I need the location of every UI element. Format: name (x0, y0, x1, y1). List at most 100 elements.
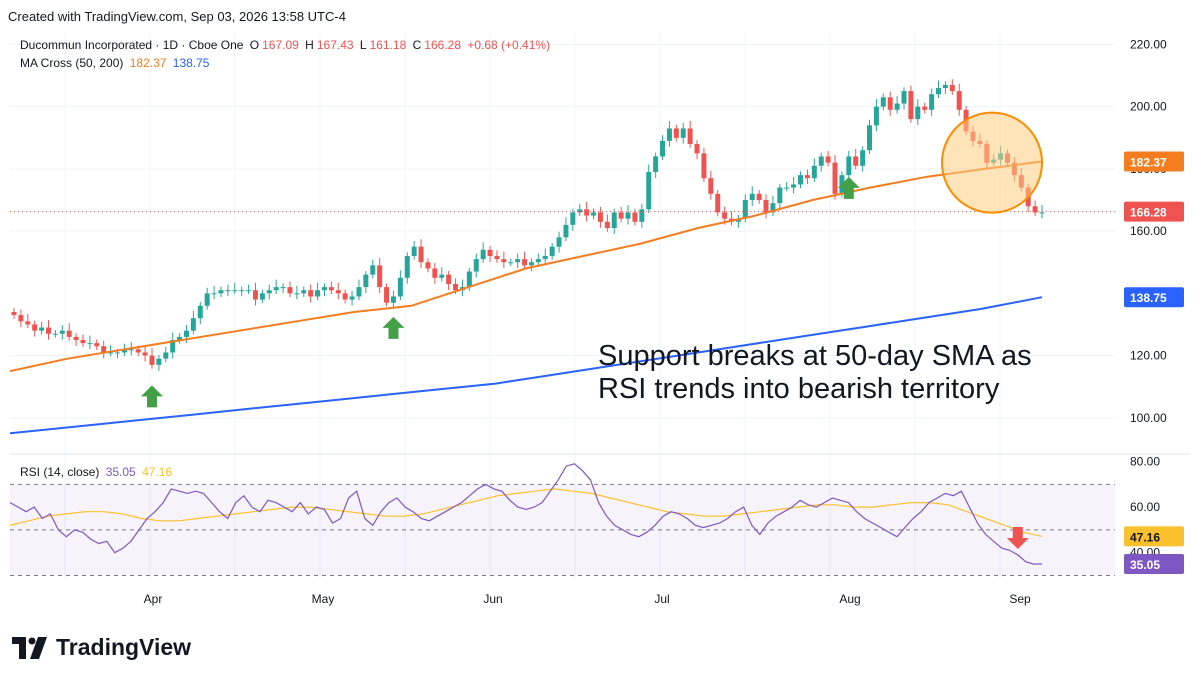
candle (522, 259, 528, 266)
candle (397, 277, 403, 297)
candle (942, 84, 948, 88)
candle (742, 200, 748, 219)
candle (218, 290, 224, 294)
candle (901, 91, 907, 104)
candle (259, 293, 265, 300)
rsi-tag-bg (1124, 553, 1184, 574)
candle (114, 352, 120, 354)
candle (770, 203, 776, 213)
candle (584, 209, 590, 216)
candle (825, 156, 831, 163)
candle (860, 150, 866, 166)
tradingview-brand: TradingView (56, 634, 192, 660)
price-chart[interactable]: 220.00200.00180.00160.00120.00100.0080.0… (10, 32, 1190, 614)
header-text: Created with TradingView.com, Sep 03, 20… (8, 9, 346, 24)
ma-legend: MA Cross (50, 200) 182.37 138.75 (20, 56, 212, 70)
candle (591, 212, 597, 216)
candle (811, 165, 817, 179)
rsi-tick-label: 60.00 (1130, 500, 1160, 514)
candle (425, 262, 431, 269)
x-tick-label: Aug (839, 592, 860, 606)
candle (108, 352, 114, 354)
candle (763, 200, 769, 213)
candle (880, 97, 886, 107)
candle (466, 271, 472, 288)
candle (632, 212, 638, 222)
candle (80, 340, 86, 344)
candle (170, 340, 176, 353)
candle (225, 290, 231, 292)
candle (556, 237, 562, 247)
candle (94, 343, 100, 347)
candle (853, 156, 859, 166)
candle (321, 287, 327, 291)
candle (301, 290, 307, 294)
candle (915, 106, 921, 120)
candle (273, 287, 279, 291)
arrow-shape (382, 316, 405, 339)
candle (549, 246, 555, 256)
candle (197, 305, 203, 319)
annotation-line-2: RSI trends into bearish territory (598, 373, 1000, 405)
rsi-ma-line (10, 488, 1043, 537)
candle (156, 358, 162, 365)
candle (922, 106, 928, 110)
candle (701, 153, 707, 179)
last-price-tag-bg (1124, 201, 1184, 222)
candle (370, 265, 376, 275)
candle (252, 290, 258, 300)
rsi-value: 35.05 (105, 465, 136, 479)
candle (528, 262, 534, 266)
candle (929, 94, 935, 110)
candle (798, 175, 804, 185)
candle (791, 184, 797, 188)
candle (411, 246, 417, 256)
candle (342, 293, 348, 300)
candle (356, 287, 362, 297)
price-axis: 220.00200.00180.00160.00120.00100.0080.0… (1130, 37, 1167, 559)
candle (873, 106, 879, 126)
candle (570, 212, 576, 225)
candle (446, 274, 452, 284)
candle (694, 144, 700, 154)
candle (59, 330, 65, 334)
candle (315, 290, 321, 297)
candle (25, 321, 31, 325)
support-arrow-icon (382, 316, 405, 339)
candle (832, 162, 838, 194)
candle (949, 84, 955, 92)
candle (128, 349, 134, 351)
candle (294, 293, 300, 295)
ma-label: MA Cross (50, 200) (20, 56, 124, 70)
x-tick-label: Sep (1009, 592, 1031, 606)
candle (936, 88, 942, 95)
candle (784, 187, 790, 189)
ma50-value: 182.37 (129, 56, 167, 70)
candle (39, 327, 45, 331)
candle (1039, 212, 1045, 214)
candle (390, 296, 396, 303)
candle (908, 91, 914, 120)
candle (439, 274, 445, 278)
candle (163, 352, 169, 359)
rsi-ma-tag-bg (1124, 526, 1184, 547)
candle (246, 290, 252, 292)
chart-area[interactable]: 220.00200.00180.00160.00120.00100.0080.0… (10, 32, 1190, 614)
candle (239, 290, 245, 292)
candle (680, 128, 686, 138)
candle (66, 330, 72, 337)
support-arrow-icon (140, 385, 163, 408)
candle (73, 336, 79, 340)
tradingview-logo-icon (12, 636, 47, 659)
rsi-down-arrow-icon (1006, 526, 1029, 549)
ma50-tag-bg (1124, 151, 1184, 172)
candle (363, 274, 369, 288)
candle (121, 349, 127, 353)
x-tick-label: May (312, 592, 335, 606)
ma200-line (10, 296, 1043, 435)
tradingview-logo[interactable]: TradingView (12, 634, 191, 661)
arrow-shape (140, 385, 163, 408)
candle (673, 128, 679, 138)
candle (1032, 206, 1038, 213)
candle (149, 355, 155, 365)
